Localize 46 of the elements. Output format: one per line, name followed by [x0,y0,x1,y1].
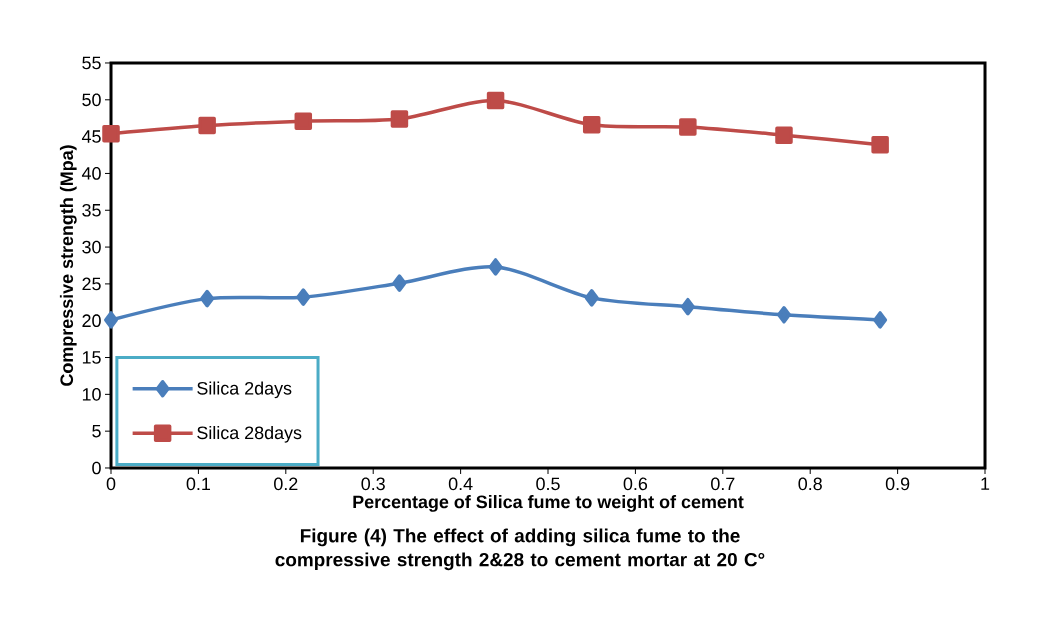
point [680,297,695,316]
point [104,311,119,329]
point [200,289,215,308]
x-tick-label: 0.7 [711,477,735,491]
x-tick-label: 1 [981,477,990,490]
y-tick-label: 15 [82,351,101,364]
y-tick-label: 20 [82,314,101,328]
y-tick-label: 50 [82,93,101,107]
point [392,274,407,292]
y-tick-label: 35 [82,203,101,217]
x-tick-label: 0.2 [274,477,298,491]
point [679,118,697,136]
x-tick-label: 0.6 [623,477,648,491]
y-tick-label: 45 [81,130,101,143]
x-tick-label: 0 [106,477,116,491]
y-axis-title: Compressive strength (Mpa) [59,145,77,386]
point [873,311,888,329]
legend-label: Silica 2days [197,381,292,399]
point [198,116,216,135]
point [294,112,313,130]
point [390,110,409,128]
y-tick-label: 5 [92,424,101,438]
point [582,116,601,134]
x-tick-label: 0.3 [361,477,385,491]
x-tick-label: 0.9 [885,477,910,491]
point [775,126,793,144]
x-tick-label: 0.4 [448,477,473,491]
point [776,306,791,324]
y-tick-label: 10 [82,387,101,401]
point [488,258,503,276]
x-tick-label: 0.1 [186,477,210,491]
y-tick-label: 0 [92,461,101,475]
text: Figure (4) The effect of adding silica fume to the compressive strength 2&28 to cement mortar at 20 C° [275,528,765,571]
point [102,124,120,143]
x-tick-label: 0.8 [798,477,822,491]
y-tick-label: 40 [81,167,101,180]
x-tick-label: 0.5 [536,477,560,491]
point [486,91,505,110]
x-axis-title: Percentage of Silica fume to weight of cement [353,495,744,512]
y-tick-label: 30 [82,240,101,254]
y-tick-label: 25 [82,277,101,291]
point [296,288,311,306]
y-tick-label: 55 [82,56,101,70]
point [871,135,889,154]
legend-label: Silica 28days [197,425,302,443]
point [584,289,599,307]
